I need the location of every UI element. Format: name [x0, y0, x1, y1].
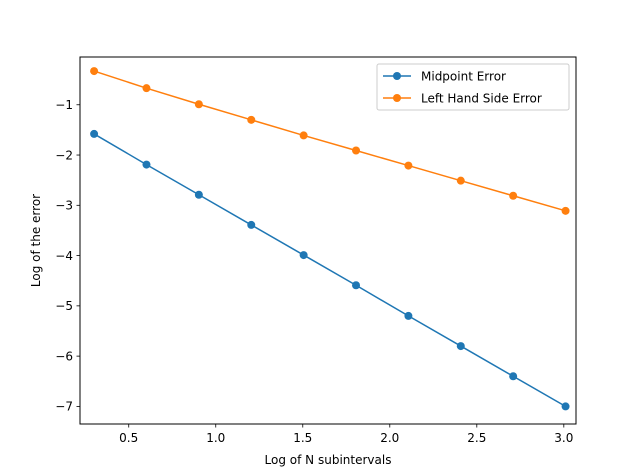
data-point [456, 342, 465, 351]
axes-frame [79, 56, 577, 425]
y-tick-label: −3 [55, 199, 73, 213]
data-point [404, 311, 413, 320]
data-point [456, 176, 465, 185]
y-tick-label: −7 [55, 400, 73, 414]
data-point [194, 190, 203, 199]
y-axis-label: Log of the error [29, 194, 43, 287]
legend-label-midpoint: Midpoint Error [421, 69, 506, 83]
y-tick-label: −5 [55, 299, 73, 313]
data-point [352, 146, 361, 155]
y-tick-label: −1 [55, 98, 73, 112]
x-tick-label: 2.5 [467, 431, 486, 445]
x-tick-label: 2.0 [380, 431, 399, 445]
data-point [90, 129, 99, 138]
y-tick-label: −4 [55, 249, 73, 263]
legend-marker-midpoint [393, 72, 401, 80]
y-tick-label: −6 [55, 349, 73, 363]
legend: Midpoint Error Left Hand Side Error [376, 63, 570, 111]
x-tick-label: 1.0 [206, 431, 225, 445]
data-point [142, 84, 151, 93]
legend-marker-left-hand-side [393, 94, 401, 102]
plot-area [90, 67, 570, 411]
data-point [352, 281, 361, 290]
x-tick-label: 1.5 [293, 431, 312, 445]
data-point [299, 131, 308, 140]
x-axis-label: Log of N subintervals [265, 453, 392, 467]
data-point [404, 161, 413, 170]
data-point [247, 220, 256, 229]
data-point [194, 100, 203, 109]
data-point [299, 251, 308, 260]
y-axis-ticks: −7 −6 −5 −4 −3 −2 −1 [55, 98, 80, 414]
series-line-0 [93, 133, 566, 408]
x-tick-label: 0.5 [119, 431, 138, 445]
data-point [142, 160, 151, 169]
data-point [561, 206, 570, 215]
x-tick-label: 3.0 [554, 431, 573, 445]
data-point [509, 191, 518, 200]
series-line-1 [93, 70, 566, 212]
legend-box [376, 63, 570, 111]
x-axis-ticks: 0.5 1.0 1.5 2.0 2.5 3.0 [119, 424, 573, 445]
legend-label-left-hand-side: Left Hand Side Error [421, 91, 542, 105]
data-point [561, 402, 570, 411]
data-point [509, 372, 518, 381]
data-point [90, 67, 99, 76]
y-tick-label: −2 [55, 148, 73, 162]
data-point [247, 115, 256, 124]
